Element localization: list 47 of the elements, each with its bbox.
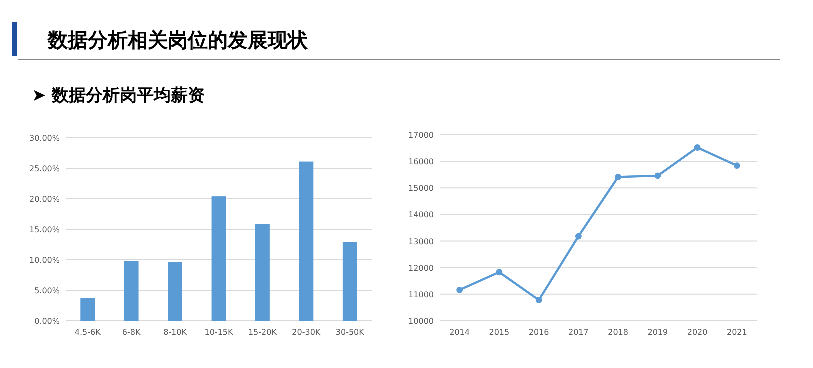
chart-title: 数据分析相关岗位的发展现状 bbox=[47, 28, 309, 52]
y-tick-label: 11000 bbox=[408, 290, 434, 300]
point bbox=[496, 269, 503, 276]
y-tick-label: 0.00% bbox=[34, 317, 60, 326]
bar bbox=[299, 162, 314, 321]
x-tick-label: 2020 bbox=[687, 328, 708, 337]
y-tick-label: 5.00% bbox=[34, 286, 60, 296]
y-tick-label: 12000 bbox=[408, 264, 434, 273]
y-tick-label: 15000 bbox=[408, 184, 434, 194]
x-tick-label: 20-30K bbox=[292, 328, 322, 337]
y-tick-label: 30.00% bbox=[29, 134, 60, 143]
chart-subtitle: ➤ 数据分析岗平均薪资 bbox=[32, 86, 206, 106]
x-tick-label: 2018 bbox=[608, 328, 628, 337]
y-tick-label: 10.00% bbox=[29, 256, 60, 265]
x-tick-label: 15-20K bbox=[248, 328, 278, 337]
bar bbox=[256, 224, 270, 321]
x-tick-label: 2016 bbox=[528, 328, 550, 337]
x-tick-label: 2021 bbox=[727, 328, 748, 337]
x-tick-label: 2017 bbox=[568, 328, 589, 337]
y-tick-label: 20.00% bbox=[29, 195, 60, 204]
y-tick-label: 16000 bbox=[408, 158, 434, 167]
y-tick-label: 13000 bbox=[408, 237, 434, 246]
x-tick-label: 6-8K bbox=[122, 328, 142, 337]
bar bbox=[80, 298, 96, 321]
point bbox=[536, 297, 542, 304]
point bbox=[694, 144, 701, 151]
y-tick-label: 10000 bbox=[408, 317, 434, 326]
x-tick-label: 10-15K bbox=[204, 328, 234, 337]
y-tick-label: 17000 bbox=[408, 131, 434, 140]
point bbox=[575, 233, 582, 240]
x-tick-label: 2015 bbox=[489, 328, 510, 337]
bar bbox=[342, 242, 358, 321]
y-tick-label: 14000 bbox=[408, 210, 434, 220]
x-tick-label: 4.5-6K bbox=[74, 328, 102, 337]
y-tick-label: 15.00% bbox=[29, 226, 60, 234]
bar bbox=[124, 261, 139, 321]
x-tick-label: 2019 bbox=[648, 328, 668, 337]
x-tick-label: 8-10K bbox=[164, 328, 188, 337]
x-tick-label: 30-50K bbox=[336, 328, 366, 337]
point bbox=[654, 172, 662, 180]
bar bbox=[212, 196, 226, 321]
point bbox=[734, 162, 740, 170]
point bbox=[456, 286, 464, 294]
x-tick-label: 2014 bbox=[450, 328, 470, 337]
point bbox=[615, 174, 622, 180]
bar bbox=[168, 262, 182, 321]
y-tick-label: 25.00% bbox=[29, 164, 60, 174]
